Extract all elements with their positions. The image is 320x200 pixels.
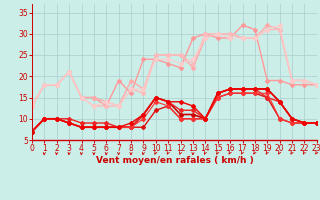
X-axis label: Vent moyen/en rafales ( km/h ): Vent moyen/en rafales ( km/h ) — [96, 156, 253, 165]
